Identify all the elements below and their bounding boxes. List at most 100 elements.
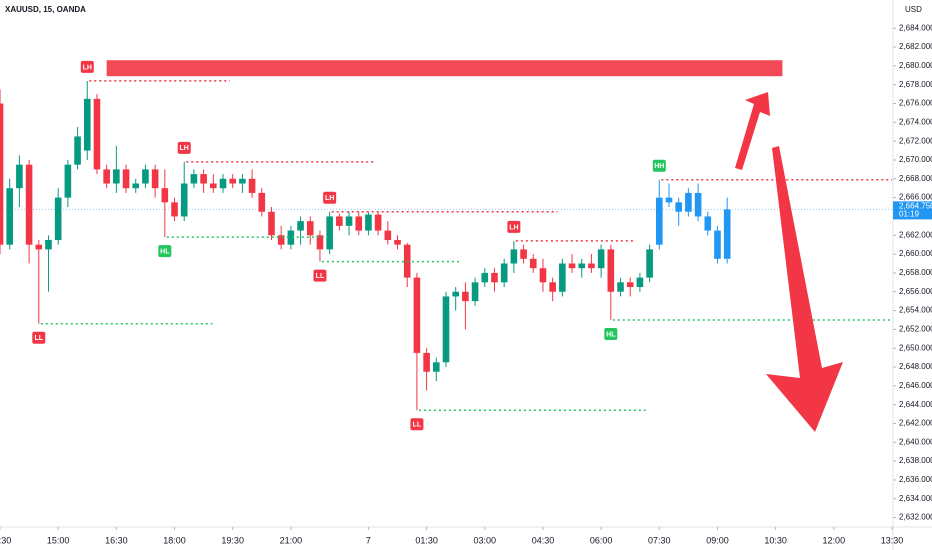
candle-body — [607, 249, 615, 292]
y-tick-label: 2,670.000 — [899, 155, 932, 164]
candle-body — [365, 214, 372, 231]
candle-body — [64, 164, 72, 198]
structure-tag — [507, 220, 521, 233]
y-tick-label: 2,682.000 — [899, 42, 932, 51]
candle-body — [462, 291, 469, 302]
x-tick-label: 09:00 — [706, 535, 729, 545]
candle-body — [626, 282, 634, 288]
y-tick-label: 2,672.000 — [899, 136, 932, 145]
x-tick-label: 06:00 — [590, 535, 613, 545]
candle-body — [268, 211, 275, 236]
candle-body — [336, 216, 343, 226]
candle-body — [287, 230, 295, 245]
candle-body — [45, 239, 52, 250]
structure-tag-label: LL — [35, 335, 44, 342]
y-tick-label: 2,652.000 — [899, 324, 932, 333]
candle-body — [471, 282, 479, 302]
y-tick-label: 2,642.000 — [899, 419, 932, 428]
last-price-box — [893, 201, 932, 220]
x-tick-label: 15:00 — [47, 535, 70, 545]
structure-tag-label: HL — [160, 248, 170, 255]
structure-tag — [32, 331, 46, 344]
y-tick-label: 2,640.000 — [899, 437, 932, 446]
candle-body — [306, 221, 314, 236]
candle-body — [636, 277, 644, 288]
y-tick-label: 2,632.000 — [899, 513, 932, 522]
candle-body — [316, 235, 324, 250]
structure-tag-label: LH — [509, 224, 518, 231]
candle-body — [413, 277, 421, 353]
y-tick-label: 2,660.000 — [899, 249, 932, 258]
candle-body — [326, 216, 333, 250]
candle-body — [74, 136, 81, 165]
candle-body — [6, 188, 13, 245]
structure-tag — [323, 191, 337, 204]
candle-body — [190, 174, 198, 184]
candle-body — [549, 282, 556, 292]
structure-tag — [652, 159, 666, 172]
x-tick-label: 16:30 — [105, 535, 128, 545]
candle-body — [656, 197, 663, 245]
candle-body — [258, 192, 266, 212]
candle-body — [277, 235, 285, 245]
candle-body — [16, 164, 23, 189]
candle-body — [646, 249, 653, 278]
arrow-down — [766, 146, 843, 432]
x-tick-label: 13:30 — [0, 535, 11, 545]
candle-body — [142, 169, 149, 184]
y-tick-label: 2,678.000 — [899, 80, 932, 89]
y-tick-label: 2,668.000 — [899, 174, 932, 183]
candle-body — [374, 214, 382, 231]
structure-tag-label: LL — [316, 273, 325, 280]
candle-body — [675, 202, 682, 212]
y-tick-label: 2,648.000 — [899, 362, 932, 371]
candle-body — [229, 178, 236, 184]
candle-body — [665, 197, 673, 203]
x-tick-label: 21:00 — [280, 535, 303, 545]
candle-body — [500, 263, 508, 283]
candle-body — [559, 263, 566, 292]
currency-label: USD — [905, 5, 922, 14]
candle-body — [394, 239, 401, 245]
candle-body — [510, 249, 518, 264]
y-tick-label: 2,680.000 — [899, 61, 932, 70]
candle-body — [529, 258, 537, 269]
candle-body — [723, 209, 731, 259]
plot-area: LH LH HL LL LH LL LL LH HL HH — [0, 60, 893, 431]
resistance-zone — [106, 60, 783, 77]
candle-body — [442, 296, 450, 363]
structure-tag-label: LH — [180, 145, 189, 152]
y-tick-label: 2,656.000 — [899, 287, 932, 296]
candle-body — [423, 352, 430, 372]
candle-body — [161, 188, 169, 203]
y-tick-label: 2,646.000 — [899, 381, 932, 390]
candle-body — [704, 216, 712, 231]
candle-body — [35, 244, 43, 250]
y-tick-label: 2,674.000 — [899, 117, 932, 126]
candle-body — [568, 263, 576, 269]
candle-body — [210, 183, 217, 189]
x-tick-label: 03:00 — [474, 535, 497, 545]
candle-body — [481, 272, 489, 283]
x-tick-label: 04:30 — [532, 535, 555, 545]
structure-tag-label: HH — [654, 163, 664, 170]
y-tick-label: 2,644.000 — [899, 400, 932, 409]
x-tick-label: 19:30 — [221, 535, 244, 545]
candle-body — [25, 164, 33, 245]
y-tick-label: 2,636.000 — [899, 475, 932, 484]
countdown-label: 01:19 — [899, 209, 920, 218]
y-tick-label: 2,638.000 — [899, 456, 932, 465]
y-tick-label: 2,684.000 — [899, 23, 932, 32]
structure-tag-label: LH — [325, 195, 334, 202]
y-tick-label: 2,676.000 — [899, 99, 932, 108]
x-tick-label: 10:30 — [764, 535, 787, 545]
last-price-label: 2,664.750 — [899, 201, 932, 210]
candle-body — [122, 169, 130, 189]
candle-body — [93, 98, 101, 170]
structure-tag — [177, 141, 191, 154]
candle-body — [200, 174, 207, 184]
candle-body — [578, 263, 586, 269]
structure-tag — [158, 245, 172, 258]
